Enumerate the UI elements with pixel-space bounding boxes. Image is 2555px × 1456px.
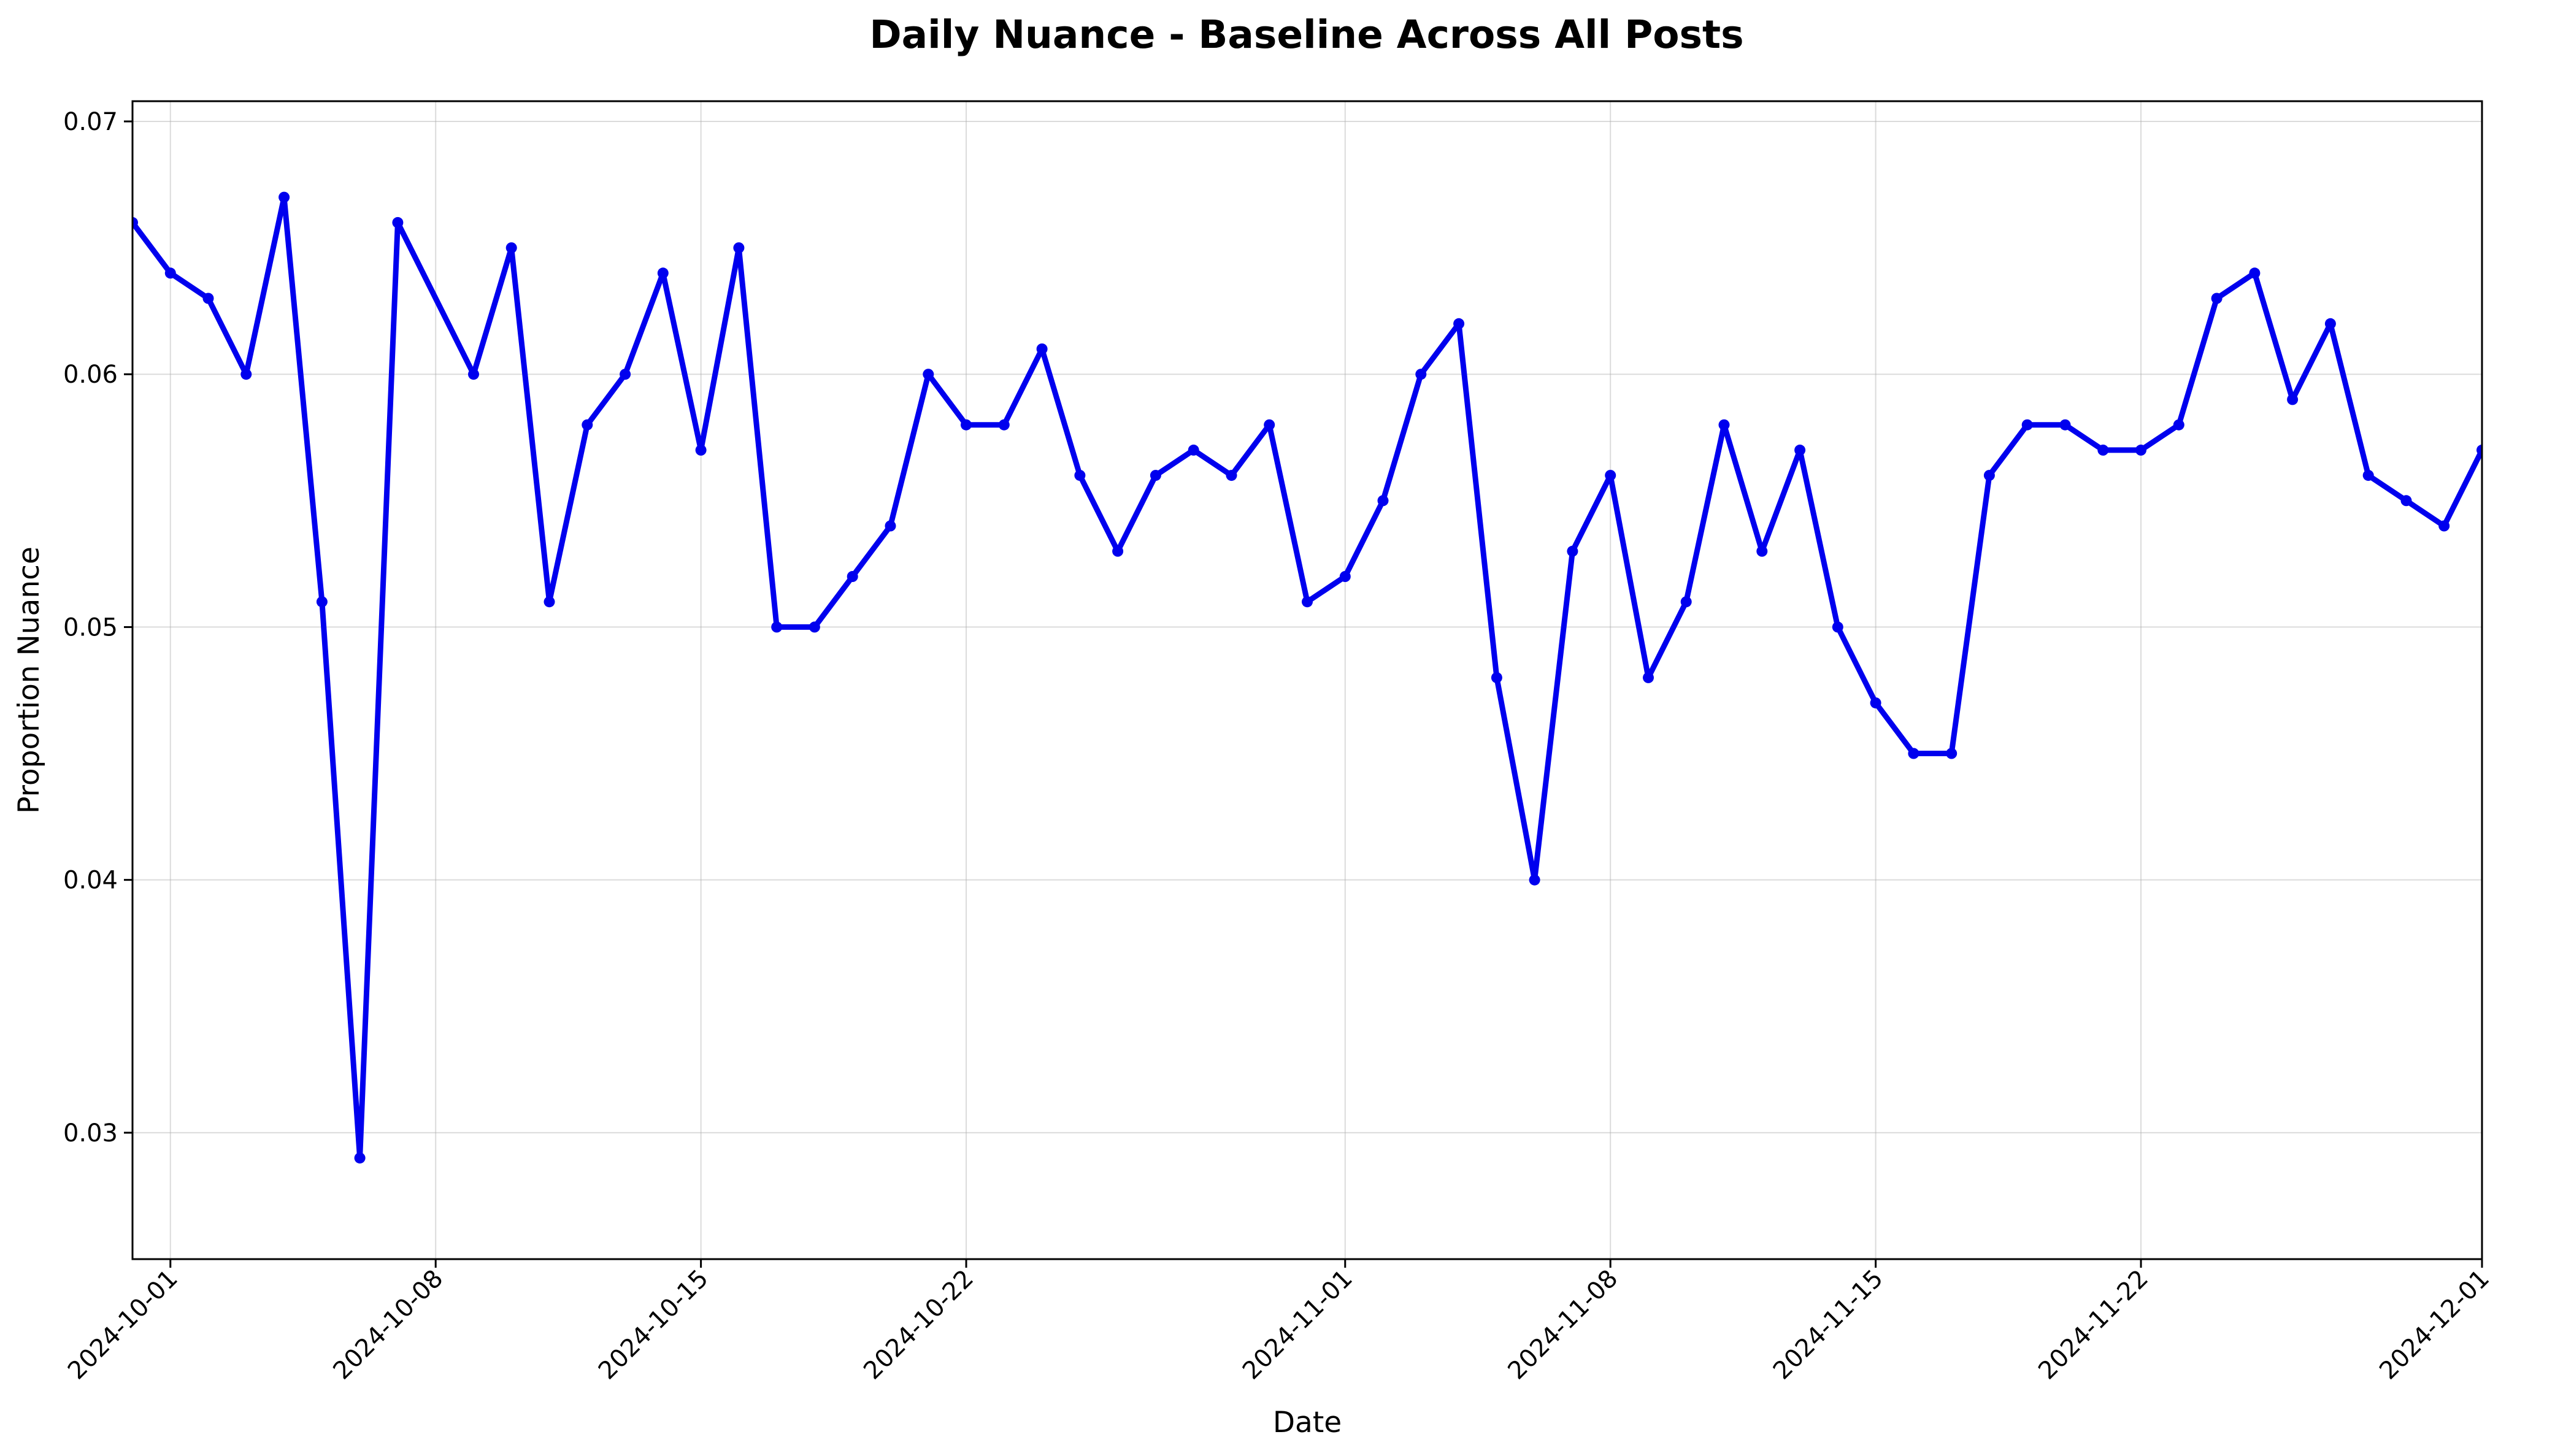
data-point xyxy=(2059,419,2071,431)
data-point xyxy=(2211,293,2223,304)
data-point xyxy=(202,293,214,304)
data-point xyxy=(657,267,669,279)
data-point xyxy=(2097,444,2109,456)
data-point xyxy=(1870,697,1881,709)
y-tick-label: 0.05 xyxy=(63,613,118,642)
y-tick-label: 0.06 xyxy=(63,361,118,389)
y-tick-label: 0.04 xyxy=(63,867,118,895)
data-point xyxy=(1339,571,1351,582)
x-axis-label: Date xyxy=(1273,1406,1342,1439)
grid xyxy=(133,101,2483,1259)
data-point xyxy=(1794,444,1806,456)
data-point xyxy=(961,419,972,431)
data-point xyxy=(2324,318,2336,329)
data-point xyxy=(392,216,404,228)
data-point xyxy=(733,242,745,254)
data-point xyxy=(582,419,593,431)
data-point xyxy=(1718,419,1730,431)
plot-frame xyxy=(131,100,2483,1260)
data-point xyxy=(1946,748,1958,759)
data-point xyxy=(1567,545,1578,557)
data-point xyxy=(1908,748,1919,759)
series-line xyxy=(133,194,2482,1161)
data-point xyxy=(1491,672,1502,683)
chart-title: Daily Nuance - Baseline Across All Posts xyxy=(869,12,1743,57)
data-point xyxy=(505,242,517,254)
y-axis-label: Proportion Nuance xyxy=(12,546,46,814)
data-point xyxy=(1150,470,1161,481)
data-point xyxy=(1188,444,1199,456)
data-point xyxy=(771,621,783,633)
data-point xyxy=(1226,470,1237,481)
data-point xyxy=(133,216,138,228)
data-point xyxy=(2362,470,2374,481)
data-point xyxy=(1756,545,1768,557)
data-point xyxy=(2476,444,2482,456)
data-point xyxy=(2287,394,2299,405)
data-point xyxy=(620,369,631,380)
data-point xyxy=(2249,267,2261,279)
data-point xyxy=(2173,419,2184,431)
data-point xyxy=(2135,444,2146,456)
series-group xyxy=(133,191,2482,1164)
data-point xyxy=(2438,520,2450,532)
data-point xyxy=(1605,470,1616,481)
data-point xyxy=(885,520,896,532)
data-point xyxy=(279,191,290,203)
data-point xyxy=(1529,874,1540,886)
y-tick-label: 0.07 xyxy=(63,108,118,136)
data-point xyxy=(1302,596,1313,608)
series-layer xyxy=(133,191,2482,1164)
data-point xyxy=(923,369,934,380)
data-point xyxy=(1680,596,1692,608)
data-point xyxy=(2400,495,2412,507)
data-point xyxy=(1415,369,1427,380)
data-point xyxy=(1264,419,1275,431)
data-point xyxy=(468,369,479,380)
data-point xyxy=(1377,495,1389,507)
data-point xyxy=(1036,343,1048,354)
data-point xyxy=(998,419,1010,431)
data-point xyxy=(1832,621,1843,633)
data-point xyxy=(1643,672,1654,683)
data-point xyxy=(1983,470,1995,481)
data-point xyxy=(240,369,252,380)
data-point xyxy=(1453,318,1465,329)
y-tick-label: 0.03 xyxy=(63,1119,118,1148)
data-point xyxy=(164,267,176,279)
data-point xyxy=(2021,419,2033,431)
data-point xyxy=(544,596,555,608)
data-point xyxy=(847,571,858,582)
data-point xyxy=(809,621,820,633)
data-point xyxy=(1074,470,1086,481)
data-point xyxy=(354,1152,366,1164)
data-point xyxy=(316,596,328,608)
data-point xyxy=(1112,545,1124,557)
data-point xyxy=(695,444,707,456)
